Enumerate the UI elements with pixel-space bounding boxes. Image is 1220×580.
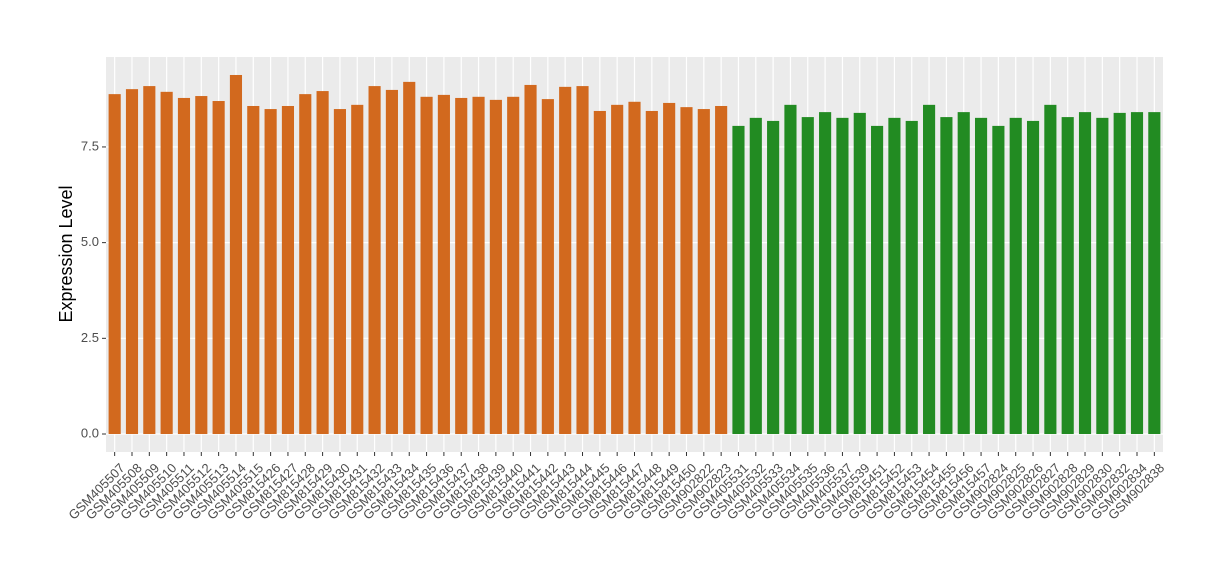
bar	[576, 86, 589, 435]
bar	[489, 99, 502, 435]
bar	[177, 97, 191, 435]
bar	[1044, 104, 1057, 435]
bar	[663, 102, 676, 435]
bar	[368, 86, 381, 435]
y-tick-label: 0.0	[81, 425, 99, 440]
bar	[472, 96, 485, 435]
bar	[645, 110, 658, 435]
bar	[1148, 112, 1161, 435]
bar	[229, 74, 243, 435]
bar	[455, 97, 468, 435]
bar	[385, 89, 398, 435]
bar	[125, 89, 139, 435]
bar	[1026, 120, 1040, 435]
bar	[247, 105, 260, 435]
y-tick-label: 2.5	[81, 330, 99, 345]
bar	[160, 91, 173, 435]
bar	[957, 112, 970, 435]
bar	[1078, 112, 1092, 435]
bar	[143, 86, 156, 435]
bar	[732, 125, 745, 435]
bar	[923, 104, 936, 435]
bar	[351, 104, 364, 435]
bar	[507, 96, 520, 435]
y-tick-label: 7.5	[81, 138, 99, 153]
bar	[559, 86, 572, 435]
bar	[767, 120, 780, 435]
bar	[299, 94, 312, 435]
bar	[403, 81, 416, 435]
bar	[940, 117, 953, 435]
bar	[1130, 112, 1144, 435]
bar	[541, 99, 554, 435]
bar	[212, 101, 225, 435]
bar	[853, 112, 866, 435]
bar	[871, 125, 884, 435]
bar	[1061, 117, 1074, 435]
y-tick-label: 5.0	[81, 234, 99, 249]
bar	[1113, 112, 1126, 435]
bar	[905, 120, 918, 435]
bar	[749, 117, 762, 435]
bar	[836, 117, 849, 435]
bar	[316, 91, 329, 435]
bar	[697, 109, 710, 435]
bar	[281, 105, 295, 435]
bar	[611, 104, 624, 435]
bar	[264, 109, 277, 435]
bar	[801, 117, 814, 435]
bar	[992, 125, 1005, 435]
bar	[420, 96, 433, 435]
bar	[437, 94, 450, 435]
bar	[819, 112, 832, 435]
bar	[524, 84, 537, 435]
bar	[195, 96, 208, 435]
bar	[1096, 117, 1109, 435]
bar	[974, 117, 988, 435]
bar	[1009, 117, 1022, 435]
bar	[333, 109, 346, 435]
bar	[784, 104, 797, 435]
bar	[108, 94, 121, 435]
bar	[715, 105, 728, 435]
bar	[593, 110, 606, 435]
bar	[628, 101, 641, 435]
bar	[888, 117, 901, 435]
y-axis-title: Expression Level	[56, 185, 76, 322]
bar	[680, 107, 693, 435]
